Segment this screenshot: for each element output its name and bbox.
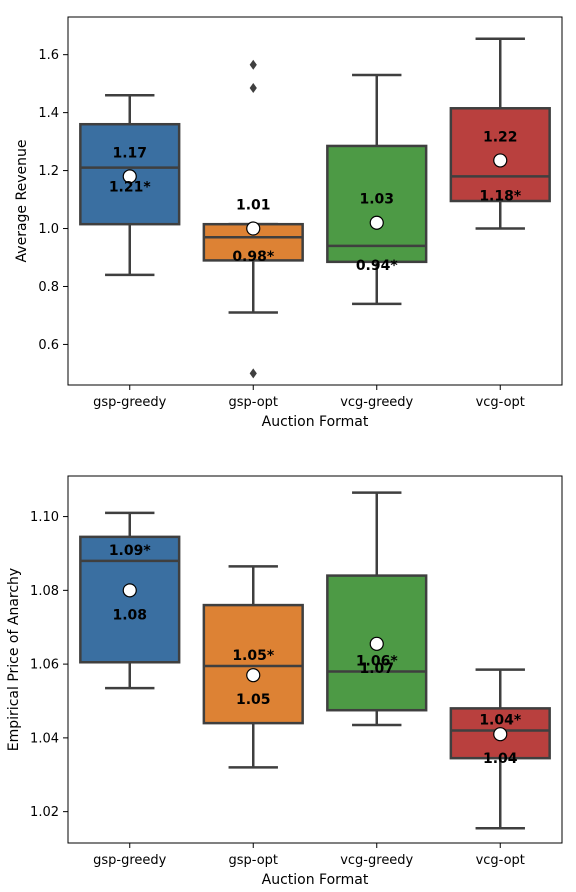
mean-value-label: 1.03 [359, 192, 394, 208]
box-vcg-greedy: 1.03 0.94* [326, 73, 428, 306]
mean-marker [246, 668, 261, 683]
y-axis-label: Empirical Price of Anarchy [6, 568, 22, 751]
iqr-box [79, 535, 181, 664]
median-value-label: 1.05* [232, 648, 275, 664]
y-tick-label: 1.06 [30, 658, 59, 673]
mean-value-label: 1.01 [236, 198, 271, 214]
x-tick-label: gsp-opt [228, 853, 278, 868]
x-axis-label: Auction Format [262, 872, 369, 888]
x-tick-label: vcg-greedy [340, 853, 413, 868]
plot-frame [67, 16, 563, 386]
y-tick-label: 0.6 [38, 338, 59, 353]
plot-frame [67, 475, 563, 844]
box-gsp-opt: 1.01 0.98* [202, 59, 304, 379]
median-value-label: 1.04* [479, 713, 522, 729]
median-value-label: 1.09* [109, 543, 152, 559]
price-of-anarchy-boxplot-panel: 1.021.041.061.081.101.081.09*1.051.05*1.… [6, 475, 563, 888]
mean-value-label: 1.22 [483, 129, 518, 145]
median-value-label: 0.94* [356, 258, 399, 274]
x-tick-label: vcg-opt [476, 853, 525, 868]
median-value-label: 1.06* [356, 653, 399, 669]
y-tick-label: 1.4 [38, 106, 59, 121]
mean-marker [369, 636, 384, 651]
y-tick-label: 1.04 [30, 731, 59, 746]
mean-marker [246, 221, 261, 236]
x-tick-label: gsp-opt [228, 395, 278, 410]
y-tick-label: 1.2 [38, 164, 59, 179]
revenue-boxplot-panel: 0.6 0.8 1.0 1.2 1.4 1.6 1.17 1.21* 1.01 0.98* 1.03… [14, 16, 563, 430]
iqr-box [326, 144, 428, 264]
x-tick-label: vcg-opt [476, 395, 525, 410]
outlier-point [249, 368, 257, 379]
outlier-point [249, 59, 257, 70]
mean-value-label: 1.17 [112, 145, 147, 161]
median-value-label: 1.21* [109, 180, 152, 196]
x-tick-label: vcg-greedy [340, 395, 413, 410]
mean-marker [122, 583, 137, 598]
mean-marker [122, 169, 137, 184]
x-tick-label: gsp-greedy [93, 853, 167, 868]
iqr-box [202, 603, 304, 725]
mean-value-label: 1.07 [359, 661, 394, 677]
y-tick-label: 1.10 [30, 510, 59, 525]
outlier-point [249, 82, 257, 93]
mean-marker [493, 153, 508, 168]
box-gsp-opt: 1.05 1.05* [202, 565, 304, 769]
x-axis-label: Auction Format [262, 414, 369, 430]
y-tick-label: 1.6 [38, 48, 59, 63]
y-axis-label: Average Revenue [14, 140, 30, 263]
box-vcg-greedy: 1.071.06* [326, 491, 428, 727]
x-tick-label: gsp-greedy [93, 395, 167, 410]
y-tick-label: 1.08 [30, 584, 59, 599]
y-tick-label: 1.02 [30, 805, 59, 820]
box-vcg-opt: 1.22 1.18* [449, 37, 551, 230]
y-tick-label: 1.0 [38, 222, 59, 237]
box-gsp-greedy: 1.08 1.09* [79, 511, 181, 690]
mean-value-label: 1.08 [112, 607, 147, 623]
box-vcg-opt: 1.04 1.04* [449, 668, 551, 830]
mean-value-label: 1.04 [483, 751, 518, 767]
iqr-box [202, 222, 304, 262]
box-gsp-greedy: 1.17 1.21* [79, 93, 181, 277]
mean-marker [369, 215, 384, 230]
mean-marker [493, 727, 508, 742]
mean-value-label: 1.05 [236, 692, 271, 708]
median-value-label: 1.18* [479, 188, 522, 204]
median-value-label: 0.98* [232, 249, 275, 265]
y-tick-label: 0.8 [38, 280, 59, 295]
